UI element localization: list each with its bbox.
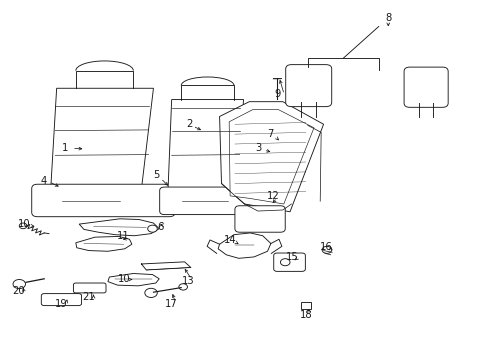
Bar xyxy=(301,302,310,309)
Circle shape xyxy=(144,288,157,297)
Text: 12: 12 xyxy=(266,191,279,201)
FancyBboxPatch shape xyxy=(32,184,175,217)
Text: 18: 18 xyxy=(299,310,311,320)
Polygon shape xyxy=(218,233,270,258)
Text: 14: 14 xyxy=(224,235,236,245)
Text: 1: 1 xyxy=(61,143,68,153)
Text: 2: 2 xyxy=(186,118,192,129)
Text: 6: 6 xyxy=(157,221,163,231)
Text: 10: 10 xyxy=(18,219,30,229)
Text: 17: 17 xyxy=(165,299,178,309)
Circle shape xyxy=(280,259,289,266)
FancyBboxPatch shape xyxy=(285,65,331,107)
Circle shape xyxy=(19,223,27,229)
Text: 7: 7 xyxy=(267,129,273,139)
Circle shape xyxy=(147,225,157,232)
FancyBboxPatch shape xyxy=(73,283,106,293)
Text: 4: 4 xyxy=(41,176,47,186)
Text: 16: 16 xyxy=(319,242,332,252)
Text: 19: 19 xyxy=(55,299,68,309)
FancyBboxPatch shape xyxy=(41,294,81,306)
FancyBboxPatch shape xyxy=(160,187,249,215)
Text: 3: 3 xyxy=(255,143,262,153)
FancyBboxPatch shape xyxy=(234,206,285,232)
Text: 15: 15 xyxy=(285,252,298,262)
Polygon shape xyxy=(229,109,313,204)
Text: 21: 21 xyxy=(82,292,95,302)
Text: 10: 10 xyxy=(117,274,130,284)
Polygon shape xyxy=(108,274,159,286)
Text: 20: 20 xyxy=(12,286,24,296)
Circle shape xyxy=(13,279,25,289)
FancyBboxPatch shape xyxy=(403,67,447,107)
Polygon shape xyxy=(167,100,243,195)
Text: 5: 5 xyxy=(153,170,159,180)
Text: 13: 13 xyxy=(181,275,194,285)
Polygon shape xyxy=(42,192,163,205)
Text: 9: 9 xyxy=(274,89,281,99)
Circle shape xyxy=(322,246,331,253)
Text: 8: 8 xyxy=(385,13,390,23)
Polygon shape xyxy=(76,237,132,251)
FancyBboxPatch shape xyxy=(273,253,305,271)
Circle shape xyxy=(179,284,187,290)
Polygon shape xyxy=(219,102,323,212)
Polygon shape xyxy=(50,88,153,194)
Text: 11: 11 xyxy=(117,231,130,242)
Polygon shape xyxy=(79,219,159,236)
